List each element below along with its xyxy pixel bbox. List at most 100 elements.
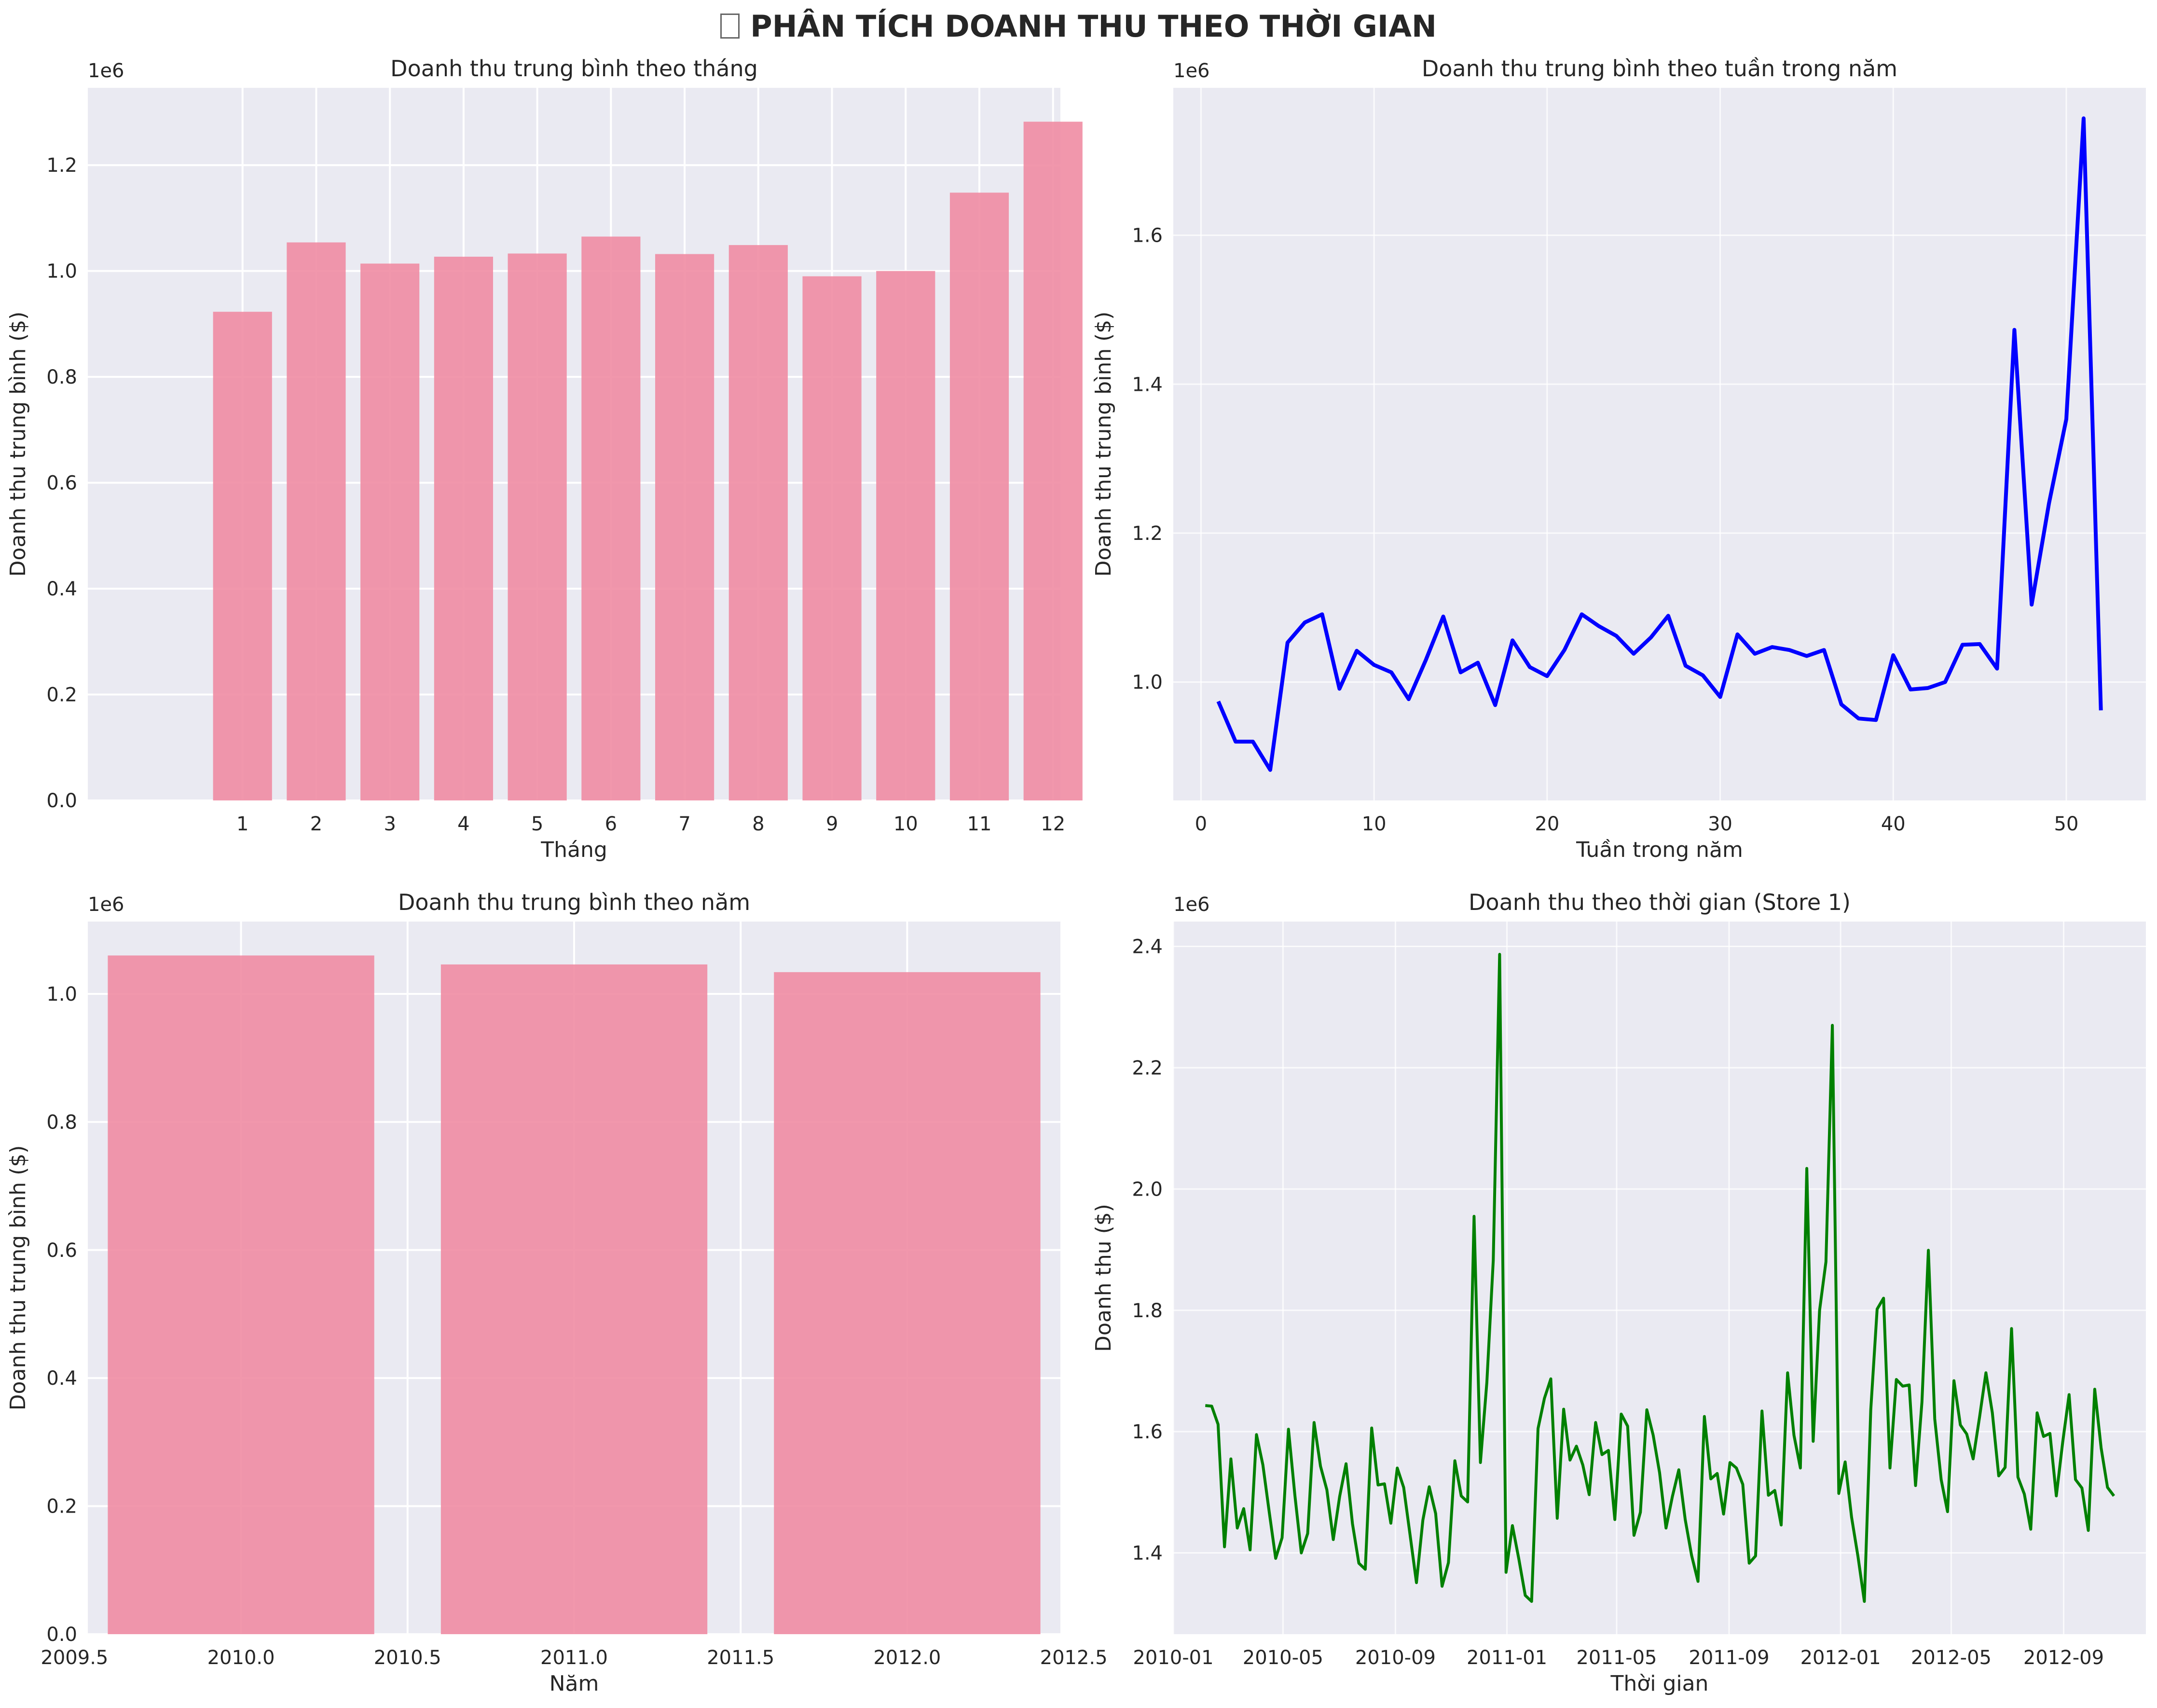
y-tick-label: 0.0 (46, 790, 77, 812)
tick-labels: 1.0 1.2 1.4 1.6 0 10 20 30 40 50 (1132, 225, 2078, 835)
y-tick-label: 0.8 (46, 1111, 77, 1133)
y-tick-label: 1.2 (46, 154, 77, 177)
bar-month-1 (213, 312, 272, 800)
y-tick-label: 2.2 (1132, 1057, 1163, 1079)
x-tick-label: 40 (1881, 813, 1906, 835)
y-tick-label: 0.8 (46, 366, 77, 388)
bar-month-12 (1023, 122, 1083, 801)
y-axis-label: Doanh thu trung bình ($) (6, 1145, 30, 1411)
offset-label: 1e6 (1173, 60, 1210, 82)
y-tick-label: 1.2 (1132, 523, 1163, 545)
y-tick-label: 2.0 (1132, 1178, 1163, 1200)
x-tick-label: 2011.5 (707, 1647, 774, 1669)
y-axis-label: Doanh thu trung bình ($) (6, 312, 30, 577)
grid-lines (1172, 922, 2146, 1634)
x-tick-label: 2010-01 (1133, 1647, 1213, 1669)
series-line (1216, 116, 2103, 772)
x-tick-label: 9 (826, 813, 838, 835)
bar-month-9 (802, 276, 862, 800)
y-tick-label: 1.0 (46, 983, 77, 1006)
y-tick-label: 0.2 (46, 1496, 77, 1518)
x-tick-label: 0 (1195, 813, 1207, 835)
y-tick-label: 1.8 (1132, 1300, 1163, 1322)
x-tick-label: 2011-01 (1467, 1647, 1547, 1669)
y-tick-label: 0.4 (46, 1367, 77, 1390)
bar-month-7 (655, 254, 714, 800)
x-tick-label: 10 (893, 813, 918, 835)
y-tick-label: 0.2 (46, 684, 77, 706)
chart-store1: 1.4 1.6 1.8 2.0 2.2 2.4 2010-01 2010-05 2010-09 2… (1091, 889, 2146, 1696)
x-tick-label: 7 (678, 813, 690, 835)
bar-month-3 (360, 263, 420, 800)
x-tick-label: 2011-09 (1689, 1647, 1769, 1669)
x-tick-label: 2012-05 (1911, 1647, 1992, 1669)
bars (213, 122, 1083, 801)
y-tick-label: 1.4 (1132, 373, 1163, 396)
x-axis-label: Tháng (540, 838, 607, 862)
bar-month-6 (581, 236, 641, 801)
tick-labels: 1.4 1.6 1.8 2.0 2.2 2.4 2010-01 2010-05 2010-09 2… (1132, 936, 2104, 1669)
y-tick-label: 0.6 (46, 472, 77, 495)
x-tick-label: 2010-09 (1355, 1647, 1436, 1669)
x-tick-label: 5 (531, 813, 543, 835)
x-tick-label: 2012-01 (1800, 1647, 1881, 1669)
x-tick-label: 2012.0 (873, 1647, 941, 1669)
bar-month-8 (728, 245, 788, 800)
bars (108, 955, 1041, 1634)
x-tick-label: 2011.0 (540, 1647, 608, 1669)
y-tick-label: 1.6 (1132, 225, 1163, 247)
bar-year-2010 (108, 955, 374, 1634)
x-tick-label: 6 (605, 813, 617, 835)
bar-year-2012 (774, 972, 1041, 1634)
y-tick-label: 0.0 (46, 1624, 77, 1646)
x-tick-label: 11 (967, 813, 992, 835)
x-tick-label: 12 (1041, 813, 1065, 835)
x-axis-label: Năm (550, 1671, 599, 1696)
chart-weekly: 1.0 1.2 1.4 1.6 0 10 20 30 40 50 1e6 Doanh thu trun… (1091, 55, 2146, 862)
x-tick-label: 1 (236, 813, 248, 835)
x-tick-label: 2 (310, 813, 322, 835)
y-tick-label: 1.0 (46, 261, 77, 283)
y-tick-label: 1.6 (1132, 1421, 1163, 1443)
x-tick-label: 2010.0 (207, 1647, 275, 1669)
x-tick-label: 2012-09 (2023, 1647, 2104, 1669)
chart-title: Doanh thu trung bình theo tuần trong năm (1422, 55, 1897, 82)
tick-labels: 0.0 0.2 0.4 0.6 0.8 1.0 2009.5 2010.0 2010.5 2011… (41, 983, 1107, 1669)
offset-label: 1e6 (88, 894, 124, 916)
chart-title: Doanh thu trung bình theo năm (398, 889, 750, 915)
y-axis-label: Doanh thu ($) (1091, 1204, 1116, 1352)
x-tick-label: 8 (752, 813, 764, 835)
x-axis-label: Tuần trong năm (1576, 838, 1743, 862)
y-tick-label: 1.4 (1132, 1543, 1163, 1565)
x-tick-label: 10 (1362, 813, 1387, 835)
x-axis-label: Thời gian (1610, 1671, 1709, 1696)
grid-lines (1173, 88, 2146, 800)
page-title-text: PHÂN TÍCH DOANH THU THEO THỜI GIAN (750, 9, 1437, 44)
bar-year-2011 (440, 964, 708, 1634)
bar-month-11 (949, 193, 1009, 801)
offset-label: 1e6 (1173, 894, 1210, 916)
x-tick-label: 3 (384, 813, 396, 835)
x-tick-label: 20 (1535, 813, 1559, 835)
x-tick-label: 2010-05 (1243, 1647, 1323, 1669)
x-tick-label: 50 (2054, 813, 2079, 835)
y-tick-label: 2.4 (1132, 936, 1163, 958)
bar-month-10 (876, 271, 935, 801)
y-axis-label: Doanh thu trung bình ($) (1091, 312, 1116, 577)
bar-month-2 (287, 242, 346, 801)
bar-month-5 (508, 253, 567, 800)
y-tick-label: 0.4 (46, 578, 77, 600)
x-tick-label: 2012.5 (1040, 1647, 1108, 1669)
plot-area (1173, 88, 2146, 800)
missing-glyph-icon (720, 14, 740, 39)
chart-yearly: 0.0 0.2 0.4 0.6 0.8 1.0 2009.5 2010.0 2010.5 2011… (6, 889, 1108, 1696)
x-tick-label: 30 (1708, 813, 1732, 835)
y-tick-label: 0.6 (46, 1240, 77, 1262)
x-tick-label: 4 (457, 813, 469, 835)
y-tick-label: 1.0 (1132, 672, 1163, 694)
chart-title: Doanh thu trung bình theo tháng (390, 55, 758, 82)
tick-labels: 0.00.20.40.60.81.01.21 2 3 4 5 6 7 8 9 10 11 12 (46, 154, 1065, 835)
chart-title: Doanh thu theo thời gian (Store 1) (1469, 889, 1851, 915)
x-tick-label: 2011-05 (1576, 1647, 1657, 1669)
